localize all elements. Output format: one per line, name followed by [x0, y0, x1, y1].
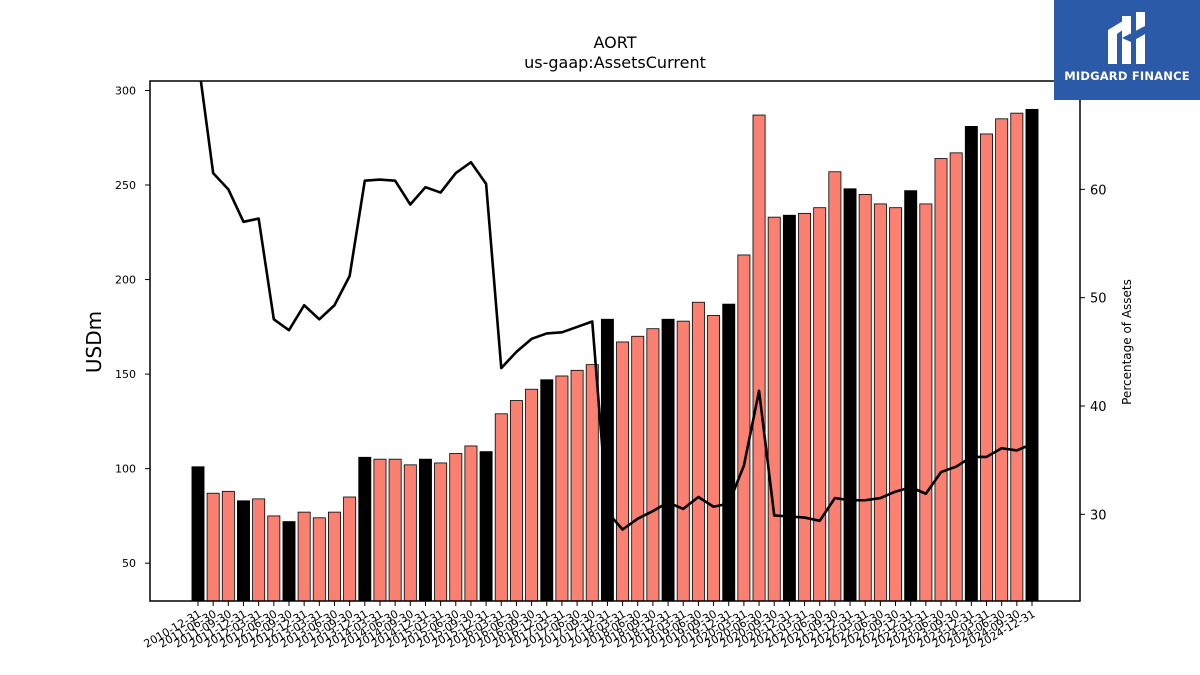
y-axis-label: USDm [82, 311, 106, 373]
bar [267, 515, 281, 602]
bar [585, 364, 599, 602]
bar [343, 496, 357, 602]
bar [388, 458, 402, 602]
y-tick-label: 150 [115, 368, 136, 381]
bar [904, 190, 918, 602]
axes-group: 50100150200250300304050602010-12-312011-… [115, 84, 1107, 650]
y2-tick-label: 60 [1090, 183, 1107, 198]
bar [676, 320, 690, 602]
bar [722, 303, 736, 602]
y-tick-label: 200 [115, 274, 136, 287]
bar [479, 451, 493, 602]
bar [616, 341, 630, 602]
bar [464, 445, 478, 602]
y2-axis-label: Percentage of Assets [1120, 279, 1134, 405]
bar [221, 490, 235, 602]
bar [934, 158, 948, 602]
bar [191, 466, 205, 602]
bar [206, 492, 220, 602]
bar [570, 369, 584, 602]
y-tick-label: 100 [115, 463, 136, 476]
bar [828, 171, 842, 602]
bar [737, 254, 751, 602]
bar [252, 498, 266, 602]
y-tick-label: 300 [115, 84, 136, 97]
line-group [199, 81, 1033, 531]
plot-frame [149, 80, 1081, 602]
bar [949, 152, 963, 602]
bar [525, 388, 539, 602]
y2-tick-label: 40 [1090, 400, 1107, 415]
bar [964, 125, 978, 602]
bar [707, 315, 721, 602]
y2-tick-label: 50 [1090, 292, 1107, 307]
bar [798, 212, 812, 602]
bar [1010, 112, 1024, 602]
bar [873, 203, 887, 602]
bar-group [191, 108, 1039, 602]
bar [449, 453, 463, 602]
bar [328, 511, 341, 602]
bar [661, 318, 675, 602]
bar [297, 511, 311, 602]
chart-subtitle: us-gaap:AssetsCurrent [524, 53, 706, 72]
bar [752, 114, 766, 602]
bar [858, 194, 872, 602]
y-tick-label: 50 [122, 557, 136, 570]
percentage-line [199, 81, 1033, 531]
bar [767, 216, 781, 602]
bar [813, 207, 827, 602]
bar [843, 188, 857, 602]
bar [555, 375, 569, 602]
bar [403, 464, 417, 602]
bar [237, 500, 250, 602]
midgard-logo-icon [1108, 12, 1145, 64]
bar [919, 203, 933, 602]
y-tick-label: 250 [115, 179, 136, 192]
bar [889, 207, 902, 602]
bar [995, 118, 1009, 602]
bar [312, 517, 326, 602]
logo-text: MIDGARD FINANCE [1064, 69, 1190, 83]
bar [358, 456, 372, 602]
chart-title: AORT [594, 33, 637, 52]
bar [418, 458, 432, 602]
bar [540, 379, 554, 602]
logo: MIDGARD FINANCE [1054, 0, 1200, 100]
bar [980, 133, 993, 602]
bar [1025, 108, 1039, 602]
bar [646, 328, 660, 602]
bar [282, 521, 296, 602]
bar [631, 335, 645, 602]
bar [434, 462, 448, 602]
bar [373, 458, 387, 602]
y2-tick-label: 30 [1090, 508, 1107, 523]
bar [509, 400, 523, 602]
bar [782, 214, 796, 602]
bar [494, 413, 508, 602]
bar [691, 301, 705, 602]
